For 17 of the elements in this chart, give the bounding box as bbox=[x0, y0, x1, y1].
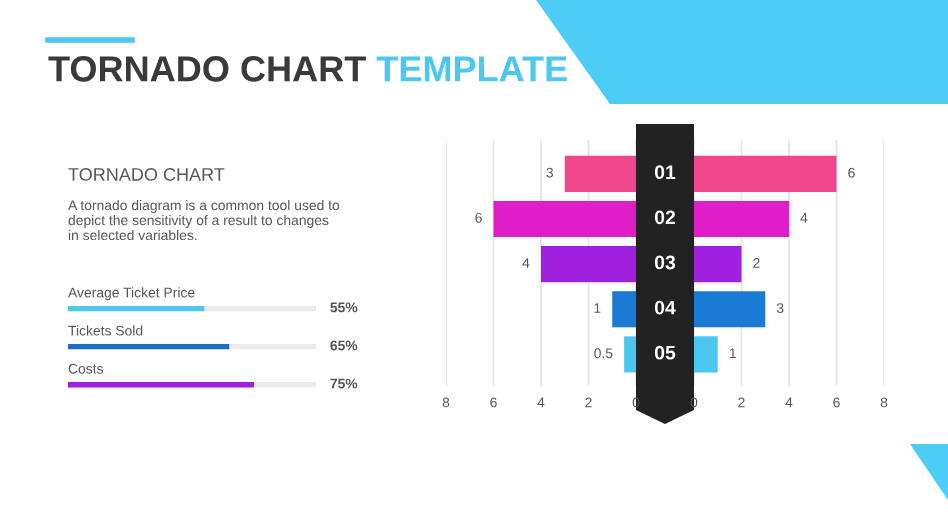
bar bbox=[541, 246, 636, 283]
bar bbox=[694, 200, 789, 238]
bar bbox=[624, 336, 636, 373]
bar bbox=[493, 200, 636, 238]
category-label: 02 bbox=[654, 210, 676, 225]
category-label: 04 bbox=[654, 300, 676, 315]
category-label: 05 bbox=[654, 345, 676, 360]
category-label: 01 bbox=[654, 165, 676, 180]
category-label: 03 bbox=[654, 255, 676, 270]
bar bbox=[694, 155, 837, 192]
chart-subtitle: TORNADO CHART bbox=[68, 168, 225, 181]
bar bbox=[612, 291, 636, 328]
bar bbox=[694, 246, 742, 283]
chart-title: TORNADO CHART TEMPLATE bbox=[48, 56, 567, 82]
bar bbox=[694, 336, 718, 373]
bar bbox=[564, 155, 636, 192]
bar bbox=[694, 291, 766, 328]
